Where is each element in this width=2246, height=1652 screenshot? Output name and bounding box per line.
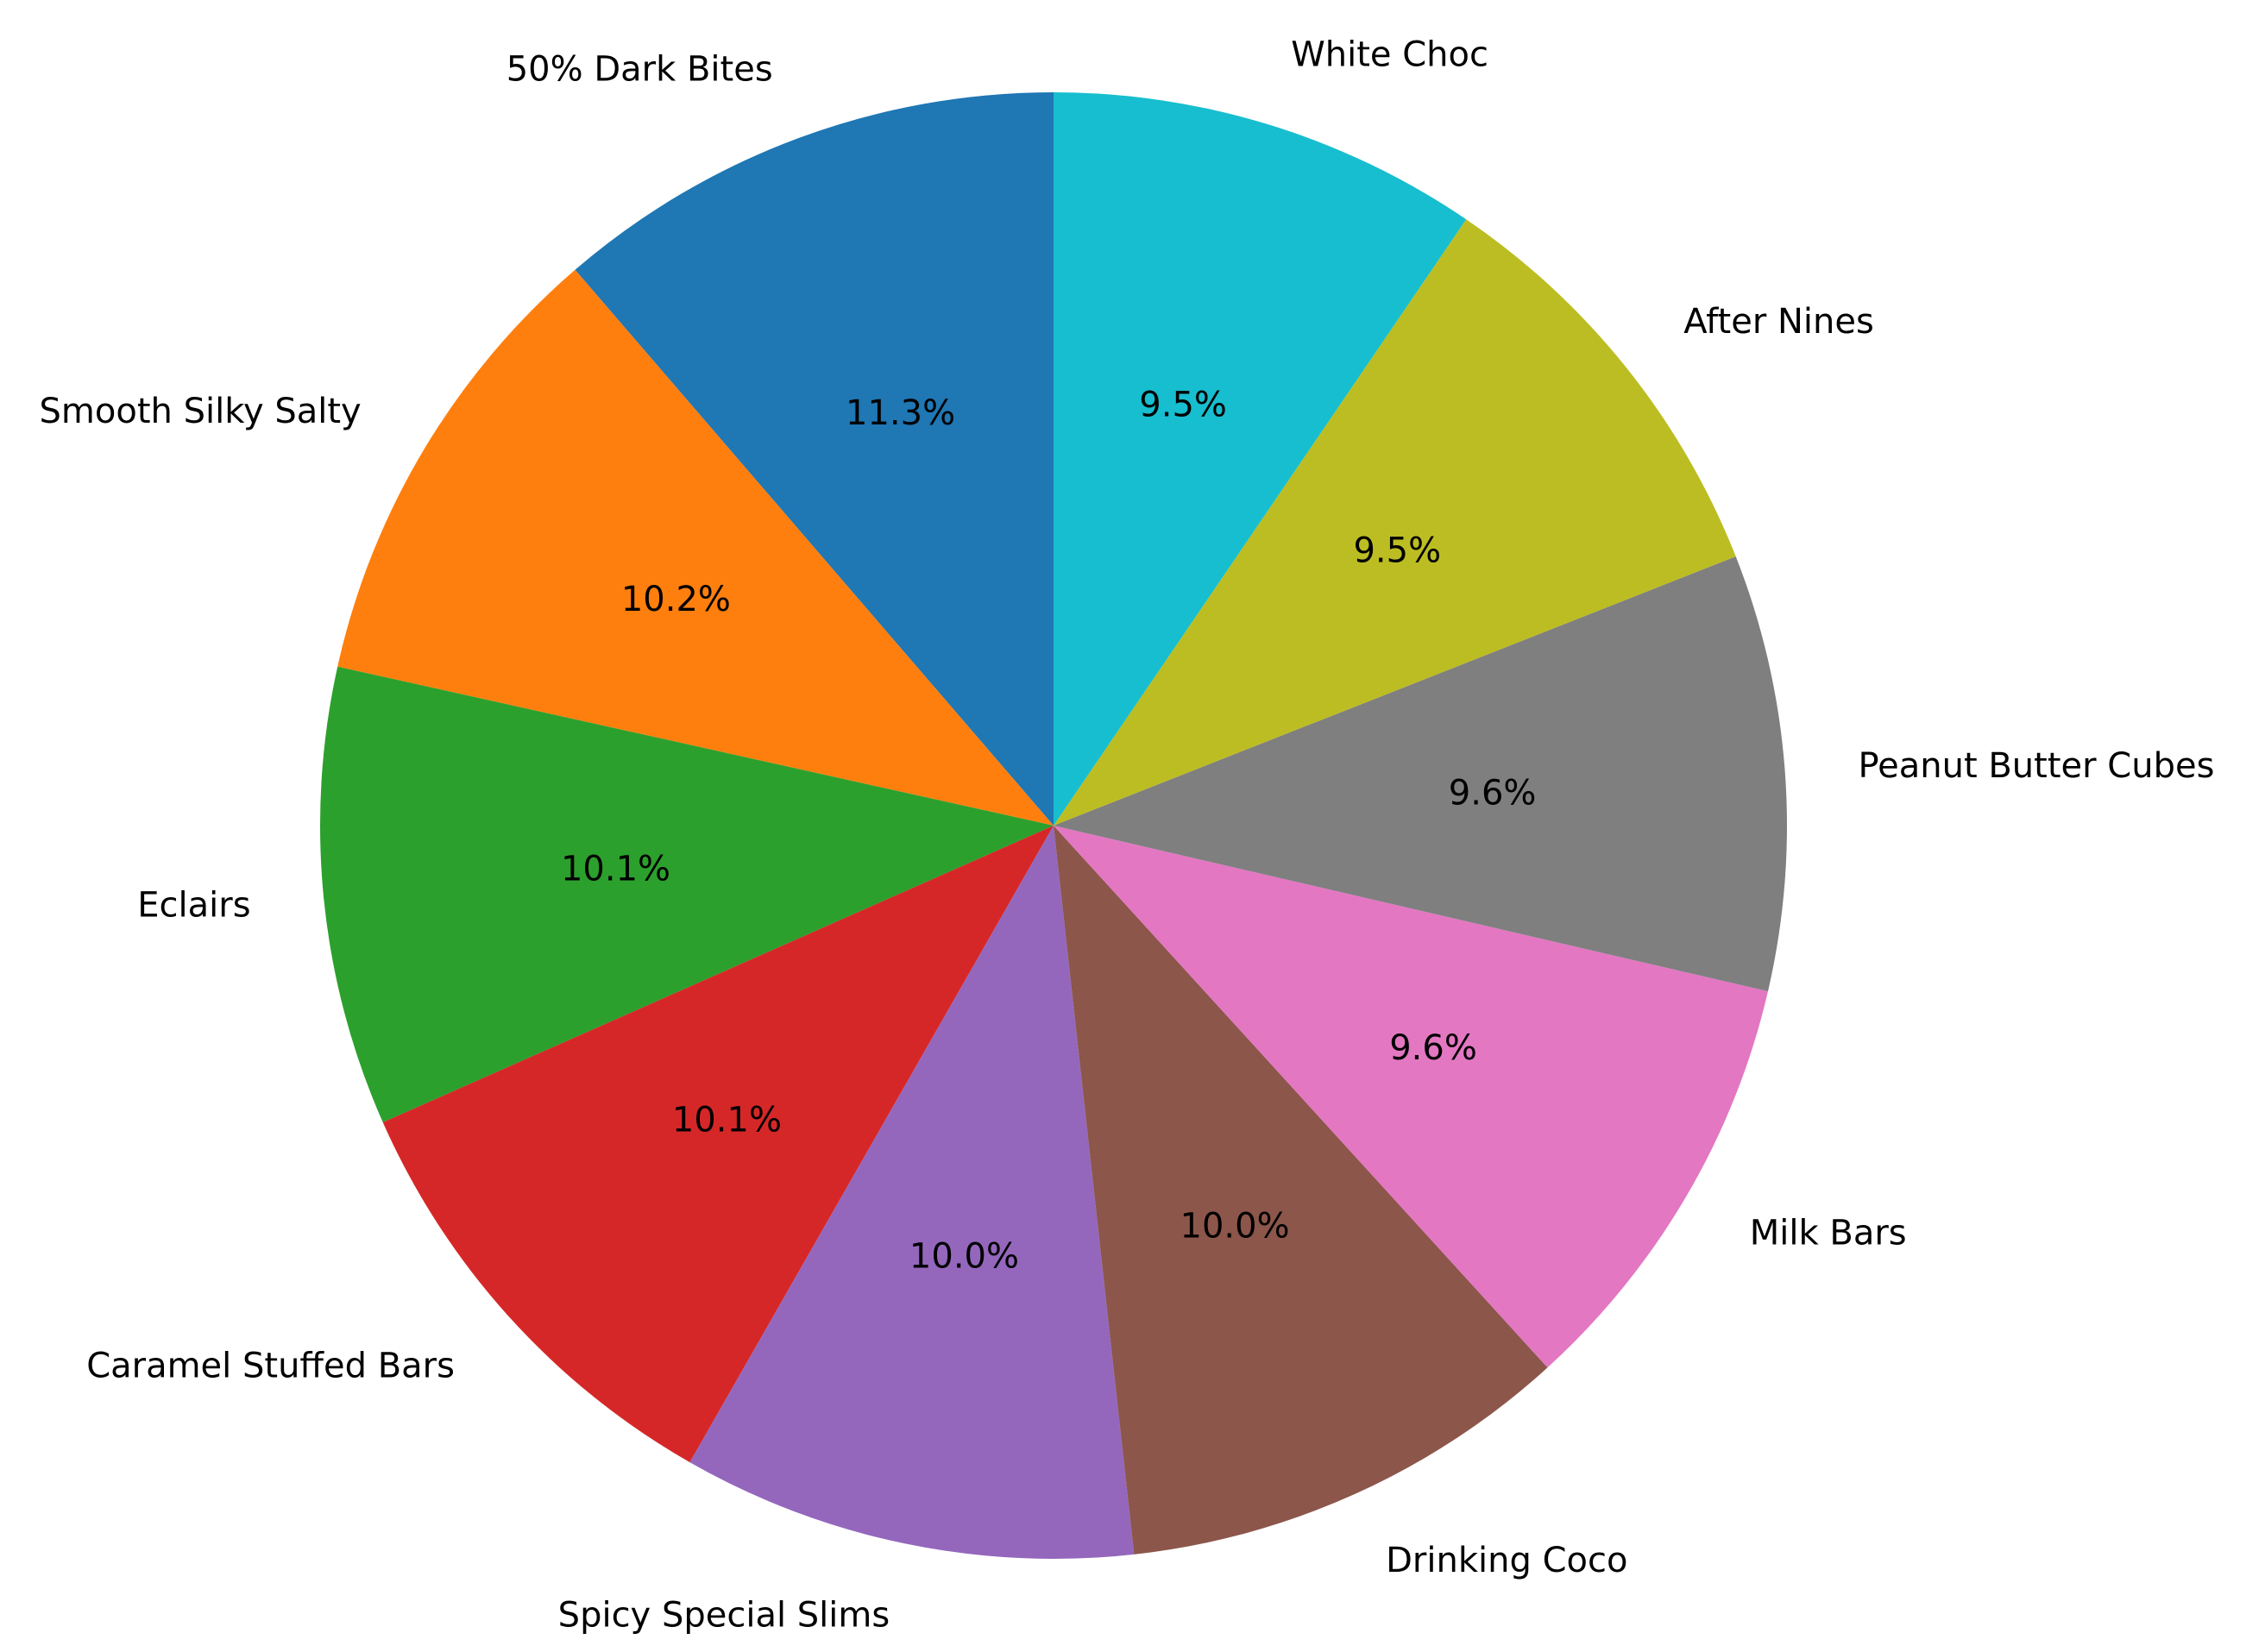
- pie-slice-8: [1054, 556, 1787, 992]
- pie-category-label-7: Milk Bars: [1750, 1214, 1907, 1253]
- pie-pct-label-4: 10.1%: [672, 1101, 782, 1140]
- pie-slice-5: [689, 826, 1135, 1559]
- pie-slice-6: [1054, 826, 1548, 1555]
- pie-slices: [319, 92, 1787, 1559]
- pie-slice-4: [382, 826, 1054, 1463]
- pie-pct-label-1: 11.3%: [846, 393, 955, 433]
- pie-category-label-5: Spicy Special Slims: [558, 1596, 890, 1636]
- pie-slice-2: [337, 269, 1054, 826]
- pie-labels: 11.3% 50% Dark Bites 10.2% Smooth Silky Sal…: [40, 35, 2215, 1635]
- pie-pct-label-6: 10.0%: [1180, 1207, 1290, 1247]
- pie-pct-label-8: 9.6%: [1449, 773, 1537, 813]
- pie-pct-label-9: 9.5%: [1353, 531, 1441, 570]
- pie-pct-label-5: 10.0%: [909, 1236, 1019, 1276]
- pie-category-label-1: 50% Dark Bites: [506, 49, 773, 89]
- pie-category-label-3: Eclairs: [137, 885, 250, 925]
- pie-category-label-2: Smooth Silky Salty: [40, 392, 362, 431]
- pie-slice-9: [1054, 219, 1736, 826]
- pie-slice-10: [1054, 92, 1467, 826]
- pie-category-label-10: White Choc: [1291, 35, 1488, 74]
- pie-category-label-8: Peanut Butter Cubes: [1858, 746, 2214, 786]
- pie-pct-label-3: 10.1%: [561, 849, 670, 889]
- pie-pct-label-7: 9.6%: [1389, 1028, 1477, 1068]
- pie-category-label-9: After Nines: [1683, 302, 1874, 342]
- pie-slice-1: [575, 92, 1054, 826]
- pie-category-label-4: Caramel Stuffed Bars: [86, 1347, 455, 1386]
- pie-pct-label-2: 10.2%: [621, 580, 731, 619]
- pie-slice-3: [319, 666, 1054, 1123]
- pie-category-label-6: Drinking Coco: [1386, 1541, 1627, 1580]
- pie-pct-label-10: 9.5%: [1139, 386, 1227, 425]
- pie-slice-7: [1054, 826, 1769, 1368]
